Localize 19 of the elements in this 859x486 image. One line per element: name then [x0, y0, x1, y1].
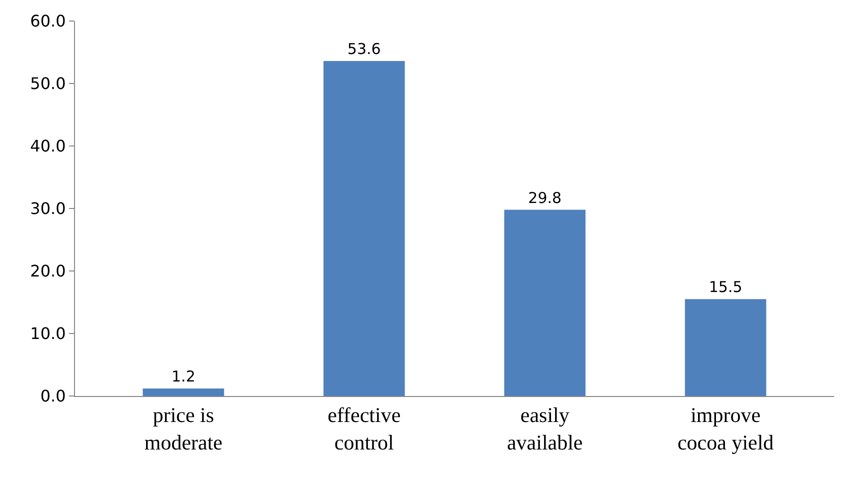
x-tick-label: price is moderate	[144, 403, 222, 454]
data-label: 29.8	[528, 188, 562, 207]
data-label: 53.6	[347, 40, 381, 58]
x-tick-label: easily available	[506, 403, 583, 454]
bar	[504, 210, 586, 396]
y-tick-label: 50.0	[30, 74, 66, 94]
y-tick-label: 30.0	[30, 199, 66, 218]
bar	[684, 299, 766, 396]
y-tick-label: 60.0	[30, 12, 66, 31]
y-tick-label: 10.0	[30, 324, 66, 344]
x-tick-label: improve cocoa yield	[677, 403, 774, 454]
data-label: 15.5	[708, 278, 742, 296]
bar	[142, 388, 224, 396]
bar	[323, 61, 405, 396]
data-label: 1.2	[172, 368, 196, 386]
x-tick-label: effective control	[328, 403, 401, 454]
y-tick-label: 40.0	[30, 136, 66, 156]
y-tick-label: 20.0	[30, 262, 66, 281]
y-tick-label: 0.0	[40, 386, 66, 406]
